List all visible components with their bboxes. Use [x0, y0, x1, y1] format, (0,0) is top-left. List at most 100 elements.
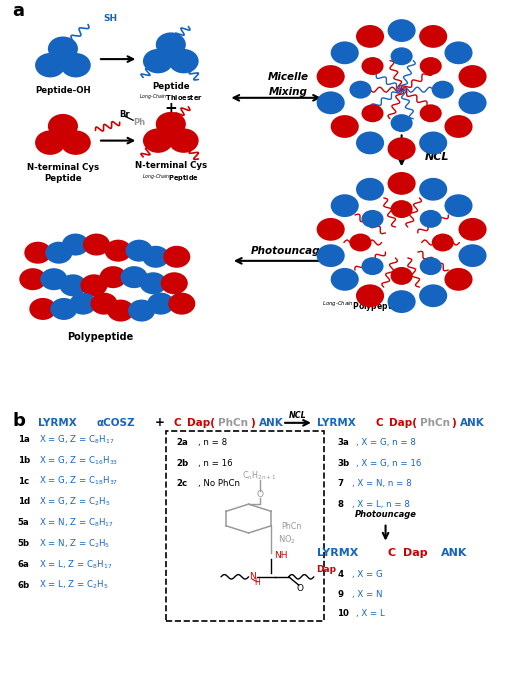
- Text: 5b: 5b: [18, 539, 30, 548]
- Circle shape: [83, 234, 110, 256]
- Circle shape: [356, 25, 384, 48]
- Circle shape: [80, 274, 108, 297]
- Text: Dap(: Dap(: [187, 418, 215, 428]
- Text: N-terminal Cys: N-terminal Cys: [27, 163, 99, 172]
- Text: Ph: Ph: [133, 118, 145, 127]
- Text: 3a: 3a: [337, 438, 349, 447]
- Text: NCL: NCL: [288, 411, 306, 420]
- Text: , X = G, n = 8: , X = G, n = 8: [356, 438, 416, 447]
- Circle shape: [419, 178, 447, 201]
- Text: NCL: NCL: [424, 152, 449, 162]
- Text: N-terminal Cys: N-terminal Cys: [135, 161, 207, 170]
- Circle shape: [391, 200, 413, 218]
- Circle shape: [50, 298, 77, 320]
- Text: , No PhCn: , No PhCn: [199, 479, 241, 488]
- Text: 1c: 1c: [18, 477, 29, 486]
- Text: 1d: 1d: [18, 497, 30, 506]
- Text: O: O: [297, 584, 304, 593]
- Circle shape: [391, 267, 413, 285]
- Text: PhCn: PhCn: [420, 418, 450, 428]
- Circle shape: [458, 245, 486, 267]
- Text: NO$_2$: NO$_2$: [278, 534, 296, 547]
- Text: 6b: 6b: [18, 581, 30, 590]
- Text: 2b: 2b: [177, 458, 189, 468]
- Circle shape: [458, 65, 486, 88]
- Text: PhCn: PhCn: [219, 418, 248, 428]
- Circle shape: [40, 269, 68, 290]
- Circle shape: [143, 128, 173, 153]
- Circle shape: [420, 57, 442, 75]
- Circle shape: [35, 53, 65, 77]
- Text: N: N: [249, 572, 255, 582]
- Circle shape: [142, 246, 169, 268]
- Text: LYRMX: LYRMX: [38, 418, 77, 428]
- Circle shape: [120, 266, 147, 288]
- Text: 10: 10: [337, 610, 349, 619]
- Text: X = G, Z = C$_{16}$H$_{33}$: X = G, Z = C$_{16}$H$_{33}$: [39, 454, 118, 466]
- Text: , X = G, n = 16: , X = G, n = 16: [356, 458, 422, 468]
- Text: , X = G: , X = G: [352, 569, 383, 579]
- Text: , X = L: , X = L: [356, 610, 385, 619]
- Circle shape: [419, 132, 447, 154]
- Text: +: +: [155, 416, 165, 429]
- Text: NH: NH: [274, 551, 287, 560]
- Circle shape: [147, 292, 174, 314]
- Circle shape: [62, 234, 89, 256]
- Circle shape: [60, 130, 91, 155]
- Text: $^{Long\text{-}Chain}$Thioester: $^{Long\text{-}Chain}$Thioester: [139, 93, 203, 104]
- Text: Br: Br: [120, 110, 130, 119]
- Circle shape: [35, 130, 65, 155]
- Circle shape: [168, 49, 199, 73]
- Text: LYRMX: LYRMX: [317, 418, 356, 428]
- Circle shape: [104, 240, 132, 262]
- Text: O: O: [256, 490, 263, 499]
- Circle shape: [29, 298, 56, 320]
- Circle shape: [331, 268, 359, 290]
- Circle shape: [331, 195, 359, 217]
- Text: X = G, Z = C$_2$H$_5$: X = G, Z = C$_2$H$_5$: [39, 496, 111, 508]
- Text: X = L, Z = C$_8$H$_{17}$: X = L, Z = C$_8$H$_{17}$: [39, 558, 113, 571]
- Circle shape: [391, 47, 413, 65]
- Text: 4: 4: [337, 569, 344, 579]
- Circle shape: [156, 112, 186, 136]
- Text: $^{Long\text{-}Chain}$Polypeptide: $^{Long\text{-}Chain}$Polypeptide: [322, 299, 406, 314]
- Text: Dap(: Dap(: [389, 418, 417, 428]
- Text: , n = 8: , n = 8: [199, 438, 227, 447]
- Text: X = N, Z = C$_8$H$_{17}$: X = N, Z = C$_8$H$_{17}$: [39, 516, 114, 529]
- Circle shape: [19, 269, 47, 290]
- Text: +: +: [164, 101, 177, 116]
- Text: C$_n$H$_{2n+1}$: C$_n$H$_{2n+1}$: [242, 469, 277, 482]
- Circle shape: [420, 257, 442, 275]
- Text: X = L, Z = C$_2$H$_5$: X = L, Z = C$_2$H$_5$: [39, 579, 109, 591]
- Circle shape: [316, 91, 345, 114]
- Circle shape: [60, 53, 91, 77]
- Circle shape: [168, 292, 195, 314]
- Text: X = G, Z = C$_{18}$H$_{37}$: X = G, Z = C$_{18}$H$_{37}$: [39, 475, 118, 487]
- Text: 8: 8: [337, 500, 344, 509]
- Circle shape: [361, 57, 383, 75]
- Circle shape: [316, 245, 345, 267]
- Text: Dap: Dap: [402, 548, 427, 558]
- Circle shape: [361, 104, 383, 122]
- Text: 5a: 5a: [18, 519, 29, 527]
- Circle shape: [444, 268, 473, 290]
- Circle shape: [24, 242, 51, 264]
- Circle shape: [316, 65, 345, 88]
- Circle shape: [391, 114, 413, 132]
- Circle shape: [444, 41, 473, 64]
- Circle shape: [361, 210, 383, 228]
- Circle shape: [444, 115, 473, 138]
- Circle shape: [388, 138, 416, 160]
- Circle shape: [48, 114, 78, 138]
- Circle shape: [140, 272, 167, 295]
- Text: Micelle: Micelle: [268, 73, 309, 82]
- Text: 2c: 2c: [177, 479, 188, 488]
- Text: $^{Long\text{-}Chain}$Peptide: $^{Long\text{-}Chain}$Peptide: [142, 173, 199, 185]
- Circle shape: [388, 19, 416, 42]
- Text: Mixing: Mixing: [269, 87, 308, 97]
- Circle shape: [168, 128, 199, 153]
- Text: SH: SH: [103, 14, 117, 23]
- Circle shape: [388, 290, 416, 313]
- Circle shape: [91, 292, 118, 314]
- Circle shape: [128, 299, 155, 321]
